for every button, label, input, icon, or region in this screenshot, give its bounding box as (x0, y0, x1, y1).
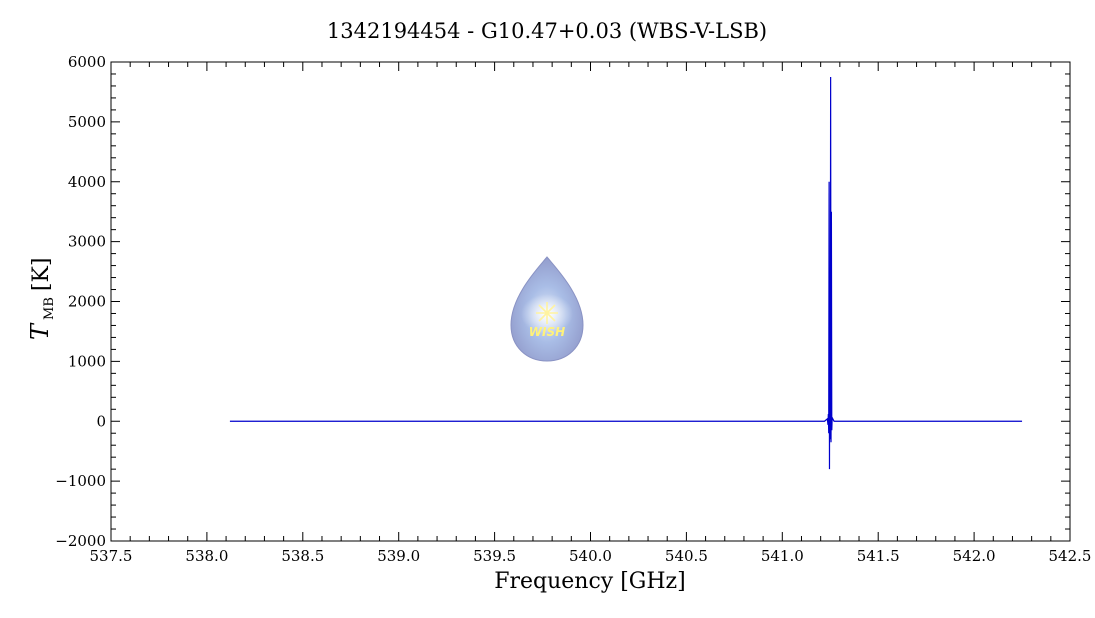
plot-area (110, 61, 1071, 542)
y-tick-label: −1000 (55, 472, 106, 490)
x-tick-label: 542.5 (1049, 547, 1092, 565)
series-line-0 (229, 76, 1023, 470)
x-axis-label: Frequency [GHz] (494, 569, 686, 594)
x-tick-label: 542.0 (953, 547, 996, 565)
spectrum-series (229, 76, 1023, 470)
logo-text: WISH (529, 325, 565, 339)
svg-text:TMB[K]: T MB [K] (26, 258, 57, 341)
star-icon (536, 302, 558, 324)
x-tick-label: 539.0 (377, 547, 420, 565)
x-tick-label: 538.5 (281, 547, 324, 565)
x-tick-label: 538.0 (185, 547, 228, 565)
x-tick-label: 540.5 (665, 547, 708, 565)
y-tick-label: 4000 (68, 173, 106, 191)
y-tick-label: 5000 (68, 113, 106, 131)
x-tick-label: 539.5 (473, 547, 516, 565)
x-tick-label: 540.0 (569, 547, 612, 565)
y-tick-label: 0 (96, 412, 106, 430)
y-tick-label: −2000 (55, 532, 106, 550)
y-tick-labels: −2000 −1000 0 1000 2000 3000 4000 5000 6000 (55, 53, 106, 550)
y-tick-label: 3000 (68, 233, 106, 251)
y-axis-label-unit: [K] (29, 258, 54, 292)
plot-frame (110, 61, 1071, 542)
chart-title: 1342194454 - G10.47+0.03 (WBS-V-LSB) (327, 19, 767, 43)
x-tick-label: 537.5 (90, 547, 133, 565)
x-tick-label: 541.0 (761, 547, 804, 565)
y-tick-label: 2000 (68, 293, 106, 311)
y-axis-label: T MB [K] (26, 258, 57, 341)
y-axis-label-main: T (26, 322, 54, 340)
y-axis-label-sub: MB (42, 297, 57, 320)
axis-ticks (110, 61, 1071, 542)
x-tick-label: 541.5 (857, 547, 900, 565)
y-tick-label: 1000 (68, 352, 106, 370)
x-tick-labels: 537.5 538.0 538.5 539.0 539.5 540.0 540.5 541.0… (90, 547, 1092, 565)
y-tick-label: 6000 (68, 53, 106, 71)
wish-logo: WISH (510, 256, 584, 362)
